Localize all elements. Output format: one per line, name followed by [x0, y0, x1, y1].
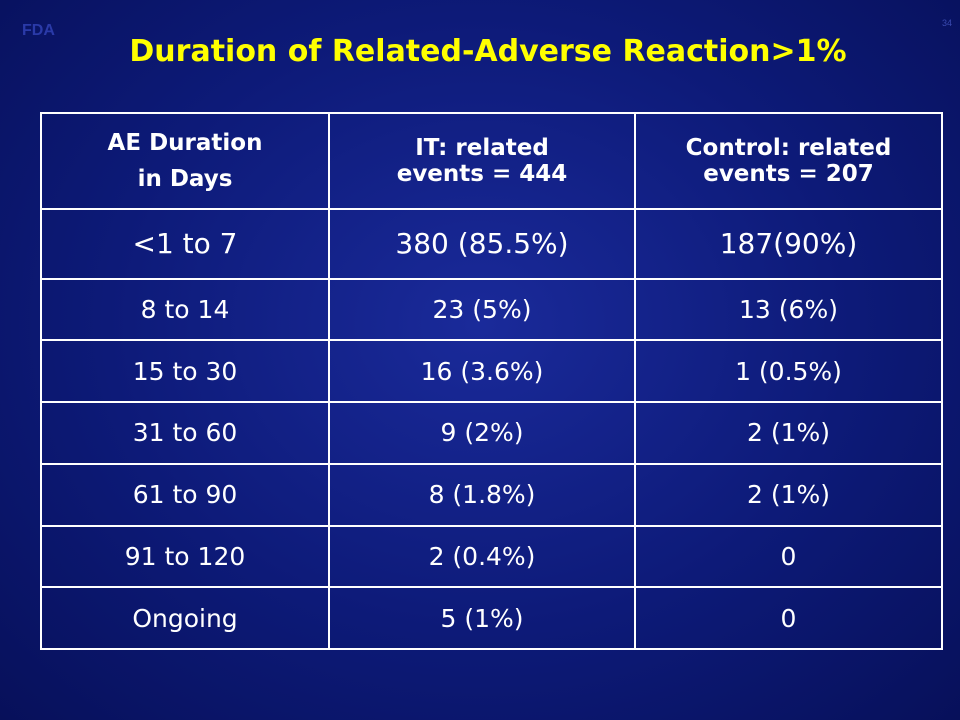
table-row: 15 to 30 16 (3.6%) 1 (0.5%) [40, 339, 943, 404]
ae-duration-table: AE Duration in Days IT: related events =… [40, 112, 943, 650]
table-row: 61 to 90 8 (1.8%) 2 (1%) [40, 462, 943, 527]
header-control-related: Control: related events = 207 [634, 112, 943, 210]
cell-control: 1 (0.5%) [634, 339, 943, 404]
cell-duration: <1 to 7 [40, 208, 330, 280]
slide-number: 34 [941, 18, 952, 28]
cell-it: 9 (2%) [328, 401, 636, 465]
cell-control: 2 (1%) [634, 401, 943, 465]
cell-duration: 91 to 120 [40, 524, 330, 589]
cell-it: 2 (0.4%) [328, 524, 636, 589]
cell-duration: Ongoing [40, 586, 330, 650]
header-line: Control: related [685, 135, 892, 161]
table-row: 91 to 120 2 (0.4%) 0 [40, 524, 943, 589]
cell-control: 0 [634, 586, 943, 650]
cell-control: 13 (6%) [634, 277, 943, 342]
header-line: events = 444 [396, 161, 568, 187]
table-row: 8 to 14 23 (5%) 13 (6%) [40, 277, 943, 342]
slide-title: Duration of Related-Adverse Reaction>1% [129, 34, 847, 69]
header-it-related: IT: related events = 444 [328, 112, 636, 210]
cell-duration: 61 to 90 [40, 462, 330, 527]
header-ae-duration: AE Duration in Days [40, 112, 330, 210]
cell-control: 0 [634, 524, 943, 589]
cell-control: 2 (1%) [634, 462, 943, 527]
cell-duration: 31 to 60 [40, 401, 330, 465]
table-row: 31 to 60 9 (2%) 2 (1%) [40, 401, 943, 465]
cell-it: 380 (85.5%) [328, 208, 636, 280]
cell-control: 187(90%) [634, 208, 943, 280]
cell-duration: 8 to 14 [40, 277, 330, 342]
header-line: events = 207 [703, 161, 874, 187]
table-row: Ongoing 5 (1%) 0 [40, 586, 943, 650]
header-line: AE Duration [107, 130, 263, 156]
table-header-row: AE Duration in Days IT: related events =… [40, 112, 943, 210]
cell-duration: 15 to 30 [40, 339, 330, 404]
cell-it: 16 (3.6%) [328, 339, 636, 404]
fda-logo: FDA [22, 22, 55, 39]
table-row: <1 to 7 380 (85.5%) 187(90%) [40, 208, 943, 280]
cell-it: 8 (1.8%) [328, 462, 636, 527]
header-line: IT: related [415, 135, 549, 161]
cell-it: 5 (1%) [328, 586, 636, 650]
header-line: in Days [137, 166, 233, 192]
cell-it: 23 (5%) [328, 277, 636, 342]
